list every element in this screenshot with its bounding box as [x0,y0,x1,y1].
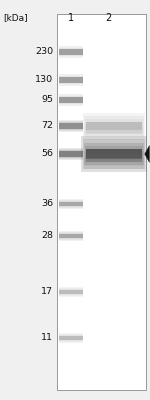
Bar [59,49,83,55]
Bar [59,288,83,296]
Bar [59,289,83,295]
Bar [85,127,143,137]
Text: [kDa]: [kDa] [3,14,28,22]
Bar [59,200,83,208]
Bar [59,77,82,82]
Bar [84,142,144,166]
Bar [59,121,83,131]
Bar [59,231,83,241]
Bar [59,77,83,83]
Bar [59,290,82,294]
Bar [85,154,143,166]
Bar [59,122,83,130]
Bar [59,149,83,159]
Text: 1: 1 [68,13,74,23]
Bar [59,199,83,209]
Bar [59,74,83,86]
Bar [85,119,143,133]
Text: 72: 72 [41,122,53,130]
Text: 36: 36 [41,200,53,208]
Bar [59,233,83,239]
Text: 28: 28 [41,232,53,240]
Bar [59,148,83,160]
Bar [59,97,83,103]
Bar [85,146,143,162]
Bar [59,334,83,342]
Text: 2: 2 [105,13,111,23]
Bar [59,151,82,157]
Bar [59,202,82,206]
Bar [59,94,83,106]
Bar [83,140,145,169]
Text: 95: 95 [41,96,53,104]
Bar [81,136,147,172]
Bar [86,130,142,134]
Bar [59,335,83,341]
Bar [59,49,82,54]
Text: 17: 17 [41,288,53,296]
Bar [59,232,83,240]
Bar [86,122,142,130]
Bar [84,116,144,136]
Polygon shape [145,146,149,162]
Bar [59,336,82,340]
Bar [59,150,83,158]
Bar [59,120,83,132]
Bar [59,48,83,56]
Text: 11: 11 [41,334,53,342]
Bar [59,333,83,343]
Bar [59,76,83,84]
Bar [59,46,83,58]
Text: 130: 130 [35,76,53,84]
Bar [59,286,83,298]
Bar [59,201,83,207]
Bar [84,151,144,169]
Bar [59,96,83,104]
Bar [86,158,142,162]
Text: 56: 56 [41,150,53,158]
Bar [84,124,144,140]
Bar [83,113,145,139]
Bar [59,123,82,129]
Bar [86,149,142,159]
Bar [57,14,146,390]
Bar [59,97,82,102]
Text: 230: 230 [35,48,53,56]
Bar [59,234,82,238]
